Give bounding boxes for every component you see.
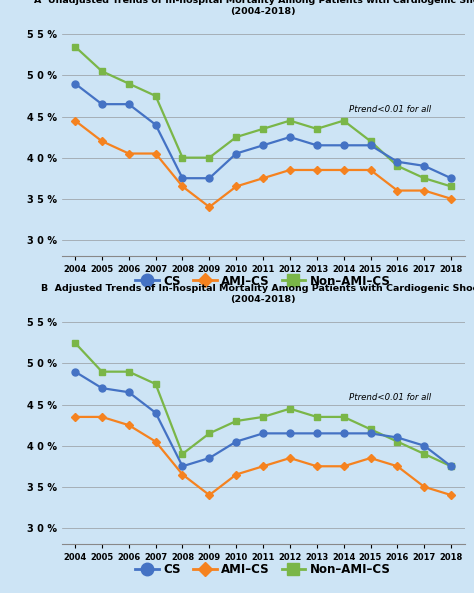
Title: B  Adjusted Trends of In-hospital Mortality Among Patients with Cardiogenic Shoc: B Adjusted Trends of In-hospital Mortali… (41, 284, 474, 304)
Legend: CS, AMI–CS, Non–AMI–CS: CS, AMI–CS, Non–AMI–CS (135, 563, 391, 576)
Title: A  Unadjusted Trends of In-hospital Mortality Among Patients with Cardiogenic Sh: A Unadjusted Trends of In-hospital Morta… (35, 0, 474, 15)
Legend: CS, AMI–CS, Non–AMI–CS: CS, AMI–CS, Non–AMI–CS (135, 275, 391, 288)
Text: Ptrend<0.01 for all: Ptrend<0.01 for all (349, 394, 431, 403)
Text: Ptrend<0.01 for all: Ptrend<0.01 for all (349, 106, 431, 114)
